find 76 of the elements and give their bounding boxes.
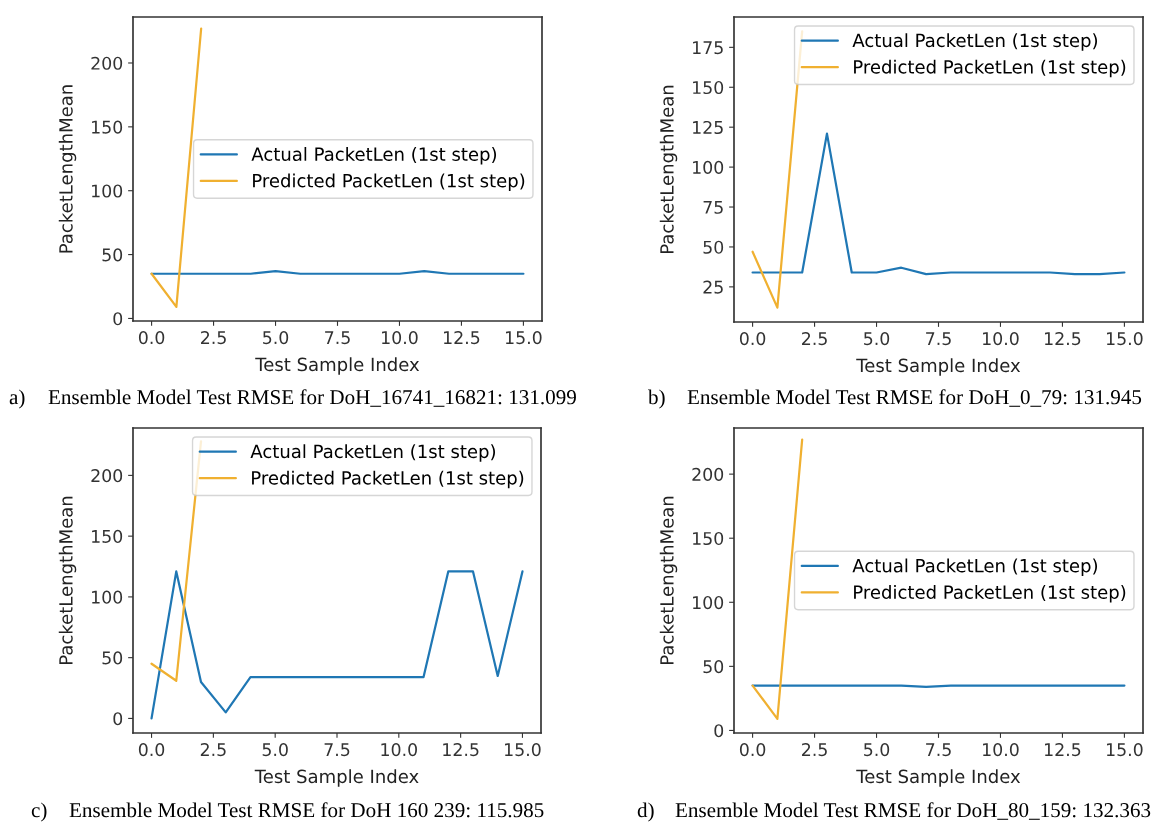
y-tick-label: 100: [693, 596, 724, 610]
text: a): [9, 389, 25, 409]
y-tick-label: 25: [703, 280, 723, 294]
x-tick-label: 12.5: [443, 743, 479, 757]
legend-label: Predicted PacketLen (1st step): [854, 59, 1126, 78]
x-tick-label: 7.5: [926, 332, 951, 346]
x-axis-title: Test Sample Index: [255, 357, 420, 375]
y-axis-title: PacketLengthMean: [58, 85, 77, 253]
x-tick-label: 12.5: [1045, 332, 1081, 346]
x-tick-label: 2.5: [201, 331, 226, 345]
text: d): [637, 802, 654, 822]
legend-label: Predicted PacketLen (1st step): [252, 470, 524, 489]
text: c): [31, 802, 47, 822]
text: Ensemble Model Test RMSE for DoH_0_79: 131.945: [687, 389, 1142, 407]
x-tick-label: 0.0: [739, 743, 766, 757]
y-tick-label: 150: [92, 120, 123, 134]
x-tick-label: 5.0: [262, 743, 288, 757]
x-tick-label: 10.0: [381, 743, 417, 757]
y-axis-title: PacketLengthMean: [659, 85, 678, 253]
x-tick-label: 2.5: [802, 332, 827, 346]
y-tick-label: 200: [91, 56, 123, 70]
y-tick-label: 150: [693, 80, 724, 95]
y-tick-label: 0: [113, 312, 123, 326]
y-tick-label: 150: [92, 529, 123, 543]
y-tick-label: 200: [692, 467, 724, 481]
x-tick-label: 5.0: [864, 332, 890, 346]
line-series: [150, 570, 524, 720]
y-tick-label: 100: [92, 184, 123, 198]
x-axis-title: Test Sample Index: [254, 769, 419, 787]
y-tick-label: 150: [693, 531, 724, 546]
x-tick-label: 10.0: [983, 332, 1019, 346]
x-tick-label: 5.0: [864, 743, 890, 757]
y-tick-label: 50: [703, 660, 724, 674]
x-tick-label: 7.5: [325, 331, 350, 345]
legend-label: Actual PacketLen (1st step): [251, 147, 497, 165]
text: Ensemble Model Test RMSE for DoH_16741_16821: 131.099: [48, 389, 576, 407]
y-tick-label: 175: [693, 41, 723, 55]
y-axis-title: PacketLengthMean: [659, 496, 678, 664]
text: Ensemble Model Test RMSE for DoH 160 239: 115.985: [69, 802, 544, 818]
x-tick-label: 7.5: [926, 743, 951, 757]
x-tick-label: 7.5: [324, 743, 350, 757]
x-tick-label: 15.0: [505, 743, 541, 757]
y-tick-label: 125: [693, 120, 723, 135]
x-tick-label: 12.5: [444, 331, 480, 345]
line-series: [751, 132, 1126, 276]
y-tick-label: 200: [91, 469, 123, 483]
x-tick-label: 0.0: [739, 332, 766, 346]
x-axis-title: Test Sample Index: [856, 358, 1021, 376]
legend-label: Actual PacketLen (1st step): [250, 444, 496, 462]
x-tick-label: 15.0: [1106, 743, 1143, 757]
y-tick-label: 0: [714, 724, 724, 738]
y-tick-label: 50: [703, 240, 724, 254]
legend-label: Actual PacketLen (1st step): [852, 558, 1098, 576]
x-tick-label: 15.0: [1106, 332, 1143, 346]
x-tick-label: 5.0: [263, 331, 289, 345]
x-tick-label: 15.0: [505, 331, 542, 345]
y-axis-title: PacketLengthMean: [58, 496, 77, 664]
x-tick-label: 0.0: [138, 331, 165, 345]
y-tick-label: 0: [113, 712, 123, 726]
x-tick-label: 10.0: [382, 331, 418, 345]
y-tick-label: 100: [92, 590, 123, 604]
legend-label: Predicted PacketLen (1st step): [253, 173, 525, 191]
text: b): [648, 389, 665, 409]
y-tick-label: 50: [102, 248, 123, 262]
y-tick-label: 100: [693, 160, 724, 174]
x-tick-label: 2.5: [200, 743, 226, 757]
x-tick-label: 0.0: [138, 743, 165, 757]
x-tick-label: 2.5: [802, 743, 827, 757]
x-axis-title: Test Sample Index: [856, 769, 1021, 787]
text: Ensemble Model Test RMSE for DoH_80_159: 132.363: [675, 802, 1151, 820]
x-tick-label: 12.5: [1045, 743, 1081, 757]
legend-label: Actual PacketLen (1st step): [852, 33, 1098, 51]
legend-label: Predicted PacketLen (1st step): [854, 585, 1126, 603]
x-tick-label: 10.0: [983, 743, 1019, 757]
y-tick-label: 50: [102, 651, 123, 665]
y-tick-label: 75: [703, 200, 723, 214]
